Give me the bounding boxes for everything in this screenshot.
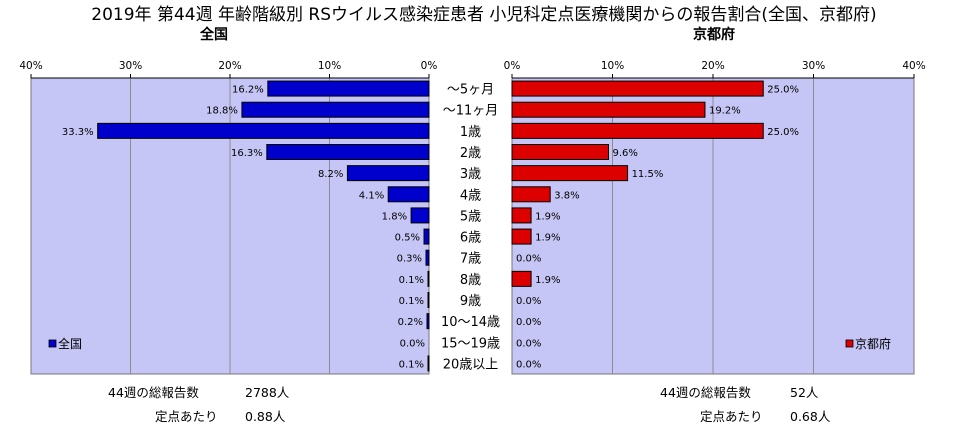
national-tick-label: 20% bbox=[218, 60, 241, 72]
kyoto-bar bbox=[511, 186, 551, 203]
national-tick-label: 30% bbox=[119, 60, 142, 72]
category-label: 10～14歳 bbox=[441, 315, 500, 330]
national-bar bbox=[241, 101, 430, 118]
kyoto-data-label: 25.0% bbox=[767, 85, 799, 96]
category-label: 7歳 bbox=[460, 252, 481, 267]
national-bar bbox=[425, 249, 430, 266]
kyoto-data-label: 0.0% bbox=[516, 296, 541, 307]
national-bar bbox=[427, 270, 430, 287]
national-bar bbox=[427, 292, 430, 308]
national-data-label: 8.2% bbox=[318, 169, 343, 180]
national-bar bbox=[427, 355, 430, 372]
national-data-label: 4.1% bbox=[359, 190, 384, 201]
kyoto-data-label: 3.8% bbox=[554, 190, 579, 201]
kyoto-tick-label: 10% bbox=[601, 60, 624, 72]
kyoto-bar bbox=[511, 228, 532, 245]
category-label: 2歳 bbox=[460, 146, 481, 161]
national-data-label: 0.1% bbox=[399, 296, 424, 307]
kyoto-data-label: 0.0% bbox=[516, 338, 541, 349]
national-tick-label: 40% bbox=[19, 60, 42, 72]
kyoto-bar bbox=[511, 207, 532, 224]
kyoto-data-label: 11.5% bbox=[632, 169, 664, 180]
kyoto-data-label: 25.0% bbox=[767, 127, 799, 138]
kyoto-per-value: 0.68人 bbox=[790, 409, 831, 424]
national-subtitle: 全国 bbox=[199, 26, 228, 43]
national-data-label: 0.5% bbox=[395, 233, 420, 244]
national-bar bbox=[97, 122, 430, 139]
kyoto-bar bbox=[511, 144, 609, 160]
kyoto-tick-label: 20% bbox=[701, 60, 724, 72]
national-tick-label: 0% bbox=[421, 60, 438, 72]
category-label: 8歳 bbox=[460, 273, 481, 288]
national-per-value: 0.88人 bbox=[245, 409, 286, 424]
national-data-label: 33.3% bbox=[62, 127, 94, 138]
national-bar bbox=[387, 186, 430, 203]
national-data-label: 0.2% bbox=[398, 317, 423, 328]
category-label: 6歳 bbox=[460, 231, 481, 246]
national-data-label: 0.3% bbox=[397, 254, 422, 265]
national-bar bbox=[267, 80, 430, 97]
chart-title: 2019年 第44週 年齢階級別 RSウイルス感染症患者 小児科定点医療機関から… bbox=[91, 5, 876, 25]
national-bar bbox=[410, 207, 430, 224]
category-label: 9歳 bbox=[460, 294, 481, 309]
category-label: 15～19歳 bbox=[441, 336, 500, 351]
kyoto-data-label: 9.6% bbox=[612, 148, 637, 159]
kyoto-tick-label: 0% bbox=[504, 60, 521, 72]
kyoto-bar bbox=[511, 80, 764, 97]
kyoto-data-label: 0.0% bbox=[516, 317, 541, 328]
national-total-label: 44週の総報告数 bbox=[108, 385, 199, 400]
kyoto-bar bbox=[511, 165, 629, 182]
national-data-label: 18.8% bbox=[206, 106, 238, 117]
category-label: 4歳 bbox=[460, 188, 481, 203]
national-per-label: 定点あたり bbox=[155, 409, 218, 424]
national-data-label: 0.0% bbox=[400, 338, 425, 349]
national-bar bbox=[346, 165, 430, 182]
category-label: 20歳以上 bbox=[443, 357, 499, 372]
kyoto-data-label: 0.0% bbox=[516, 254, 541, 265]
kyoto-total-value: 52人 bbox=[790, 385, 819, 400]
national-data-label: 0.1% bbox=[399, 275, 424, 286]
national-bar bbox=[266, 144, 430, 160]
kyoto-bar bbox=[511, 101, 706, 118]
kyoto-legend-swatch bbox=[845, 339, 854, 348]
kyoto-tick-label: 30% bbox=[802, 60, 825, 72]
kyoto-per-label: 定点あたり bbox=[700, 409, 763, 424]
category-label: 3歳 bbox=[460, 167, 481, 182]
kyoto-bar bbox=[511, 122, 764, 139]
national-data-label: 1.8% bbox=[382, 211, 407, 222]
national-total-value: 2788人 bbox=[245, 385, 290, 400]
kyoto-subtitle: 京都府 bbox=[693, 26, 735, 43]
kyoto-data-label: 1.9% bbox=[535, 275, 560, 286]
national-data-label: 16.2% bbox=[232, 85, 264, 96]
kyoto-data-label: 19.2% bbox=[709, 106, 741, 117]
national-legend-swatch bbox=[48, 339, 57, 348]
national-data-label: 0.1% bbox=[399, 359, 424, 370]
category-label: 5歳 bbox=[460, 209, 481, 224]
category-label: ～11ヶ月 bbox=[443, 104, 499, 119]
kyoto-data-label: 1.9% bbox=[535, 233, 560, 244]
national-bar bbox=[423, 228, 430, 245]
national-tick-label: 10% bbox=[318, 60, 341, 72]
national-legend-label: 全国 bbox=[58, 336, 82, 351]
category-label: ～5ヶ月 bbox=[447, 83, 494, 98]
national-bar bbox=[426, 313, 430, 330]
kyoto-bar bbox=[511, 270, 532, 287]
kyoto-legend-label: 京都府 bbox=[855, 336, 891, 351]
kyoto-total-label: 44週の総報告数 bbox=[660, 385, 751, 400]
national-data-label: 16.3% bbox=[231, 148, 263, 159]
category-label: 1歳 bbox=[460, 125, 481, 140]
kyoto-tick-label: 40% bbox=[902, 60, 925, 72]
kyoto-data-label: 0.0% bbox=[516, 359, 541, 370]
kyoto-data-label: 1.9% bbox=[535, 211, 560, 222]
